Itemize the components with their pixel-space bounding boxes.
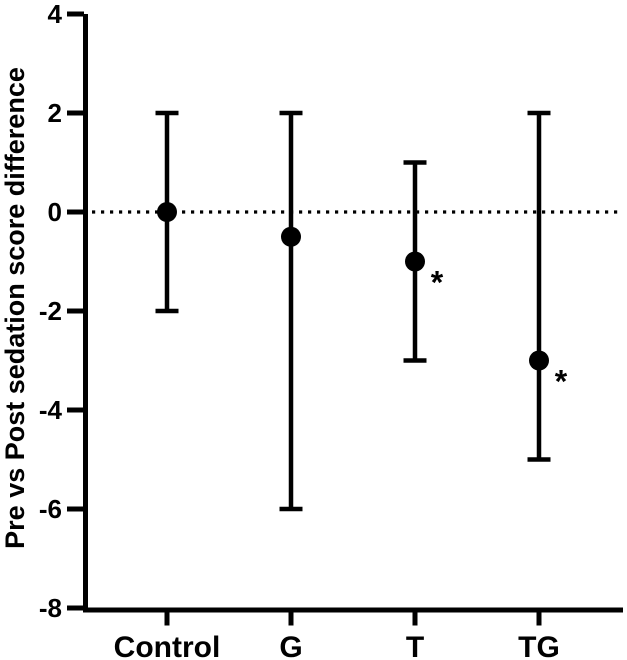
x-category-label: TG [518,631,560,660]
y-axis-title: Pre vs Post sedation score difference [0,67,30,549]
x-category-label: G [279,631,302,660]
significance-asterisk: * [431,265,444,301]
y-tick-label: -8 [39,593,62,623]
data-point [529,350,549,371]
y-tick-label: 2 [48,98,62,128]
y-tick-label: -4 [39,395,63,425]
y-tick-label: -6 [39,494,62,524]
significance-asterisk: * [555,364,568,400]
x-category-label: Control [114,631,221,660]
y-tick-label: 4 [48,0,63,29]
data-point [157,202,177,222]
y-tick-label: -2 [39,296,62,326]
x-category-label: T [406,631,424,660]
data-point [405,251,425,272]
data-point [281,226,301,247]
y-tick-label: 0 [48,197,62,227]
